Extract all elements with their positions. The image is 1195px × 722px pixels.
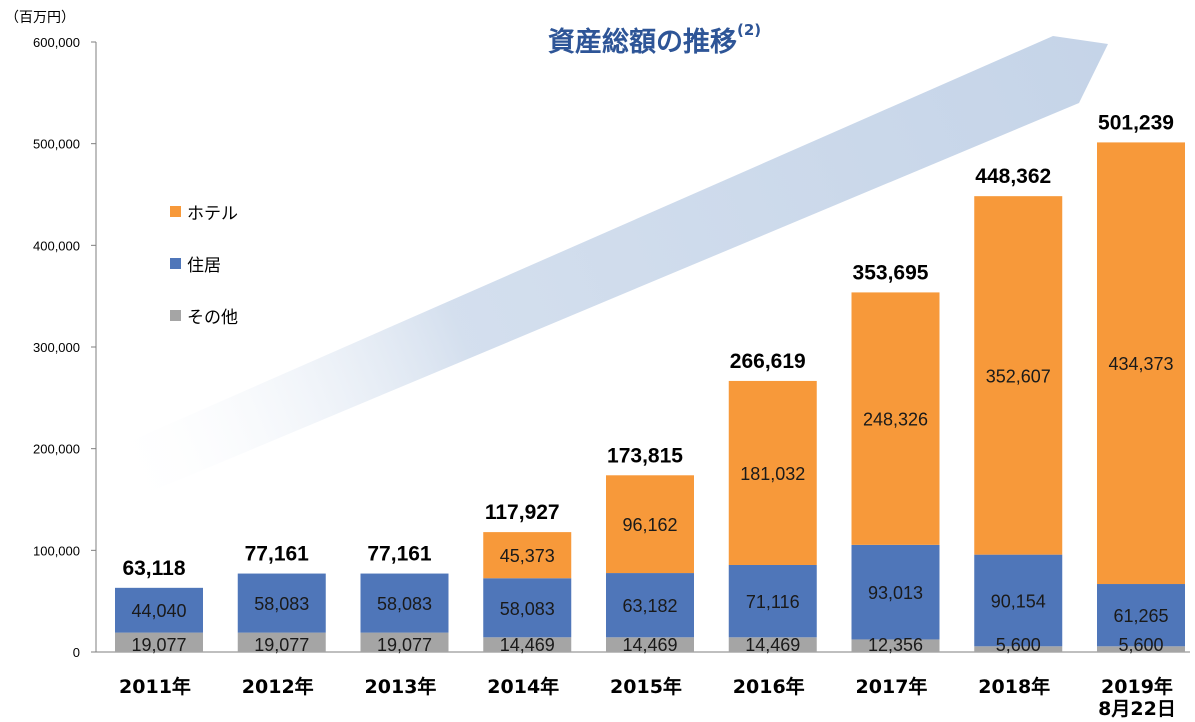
bar-segment — [974, 554, 1063, 647]
data-label: 181,032 — [740, 464, 805, 484]
data-label: 61,265 — [1113, 606, 1168, 626]
total-label: 77,161 — [367, 543, 432, 566]
legend-item-other: その他 — [170, 304, 238, 328]
x-tick-label: 8月22日 — [1098, 698, 1176, 720]
data-label: 44,040 — [131, 601, 186, 621]
bar-segment — [115, 632, 203, 652]
total-label: 63,118 — [122, 557, 185, 580]
y-unit-label: （百万円） — [5, 10, 75, 26]
total-label: 353,695 — [853, 261, 929, 284]
data-label: 58,083 — [377, 594, 432, 614]
bar-segment — [1097, 584, 1185, 647]
bar-segment — [851, 544, 940, 640]
x-tick-label: 2012年 — [242, 675, 314, 698]
total-label: 501,239 — [1098, 111, 1174, 134]
bar-segment — [851, 639, 940, 652]
total-label: 77,161 — [245, 543, 310, 566]
x-tick-label: 2018年 — [978, 675, 1050, 698]
x-tick-label: 2016年 — [733, 675, 805, 698]
legend-swatch-other — [170, 309, 181, 321]
data-label: 58,083 — [254, 594, 309, 614]
bar-segment — [606, 637, 694, 652]
bar-segment — [237, 632, 326, 652]
data-label: 90,154 — [991, 591, 1046, 611]
x-tick-label: 2014年 — [487, 675, 559, 698]
data-label: 96,162 — [622, 515, 677, 535]
y-tick-label: 0 — [73, 645, 80, 660]
bar-segment — [1097, 142, 1185, 585]
data-label: 5,600 — [1118, 635, 1163, 655]
x-tick-label: 2017年 — [856, 675, 928, 698]
bar-segment — [1097, 646, 1185, 652]
bar-segment — [851, 292, 940, 545]
bar-segment — [728, 380, 817, 565]
data-label: 45,373 — [500, 546, 555, 566]
bar-segment — [974, 646, 1063, 652]
legend-swatch-residence — [170, 257, 181, 269]
data-label: 19,077 — [254, 635, 309, 655]
bar-segment — [483, 532, 572, 579]
data-label: 14,469 — [500, 635, 555, 655]
data-label: 93,013 — [868, 583, 923, 603]
trend-arrow — [110, 36, 1108, 500]
legend-swatch-hotel — [170, 205, 181, 217]
y-tick-label: 500,000 — [33, 137, 80, 152]
data-label: 352,607 — [986, 366, 1051, 386]
x-tick-label: 2019年 — [1101, 675, 1173, 698]
data-label: 12,356 — [868, 635, 923, 655]
chart-title-text: 資産総額の推移 — [548, 27, 737, 58]
total-label: 117,927 — [485, 501, 560, 524]
bar-segment — [360, 632, 449, 652]
x-tick-label: 2011年 — [119, 675, 191, 698]
data-label: 71,116 — [746, 592, 800, 612]
y-tick-label: 100,000 — [33, 543, 80, 558]
legend-label-other: その他 — [187, 307, 238, 328]
bar-segment — [360, 573, 449, 633]
legend-label-hotel: ホテル — [187, 203, 238, 224]
bar-segment — [606, 475, 694, 574]
bar-segment — [237, 573, 326, 633]
x-tick-label: 2015年 — [610, 675, 682, 698]
bar-segment — [728, 637, 817, 652]
total-label: 173,815 — [607, 444, 683, 467]
data-label: 5,600 — [996, 635, 1041, 655]
bar-segment — [483, 578, 572, 638]
bar-segment — [606, 573, 694, 638]
data-label: 58,083 — [500, 599, 555, 619]
data-label: 19,077 — [377, 635, 432, 655]
data-label: 63,182 — [622, 596, 677, 616]
bar-segment — [728, 564, 817, 638]
legend-label-residence: 住居 — [187, 255, 221, 276]
data-label: 19,077 — [131, 635, 186, 655]
chart-title-note: (2) — [737, 21, 762, 39]
x-tick-label: 2013年 — [365, 675, 437, 698]
total-label: 266,619 — [730, 350, 806, 373]
data-label: 14,469 — [622, 635, 677, 655]
y-tick-label: 400,000 — [33, 238, 80, 253]
bar-segment — [974, 196, 1063, 555]
legend: ホテル 住居 その他 — [170, 200, 238, 356]
legend-item-hotel: ホテル — [170, 200, 238, 224]
data-label: 434,373 — [1108, 354, 1173, 374]
data-label: 248,326 — [863, 410, 928, 430]
data-label: 14,469 — [745, 635, 800, 655]
y-tick-label: 600,000 — [33, 35, 80, 50]
y-tick-label: 200,000 — [33, 442, 80, 457]
y-tick-label: 300,000 — [33, 340, 80, 355]
legend-item-residence: 住居 — [170, 252, 238, 276]
total-label: 448,362 — [975, 165, 1051, 188]
bar-segment — [115, 587, 203, 633]
chart-title: 資産総額の推移(2) — [548, 20, 761, 59]
bar-segment — [483, 637, 572, 652]
